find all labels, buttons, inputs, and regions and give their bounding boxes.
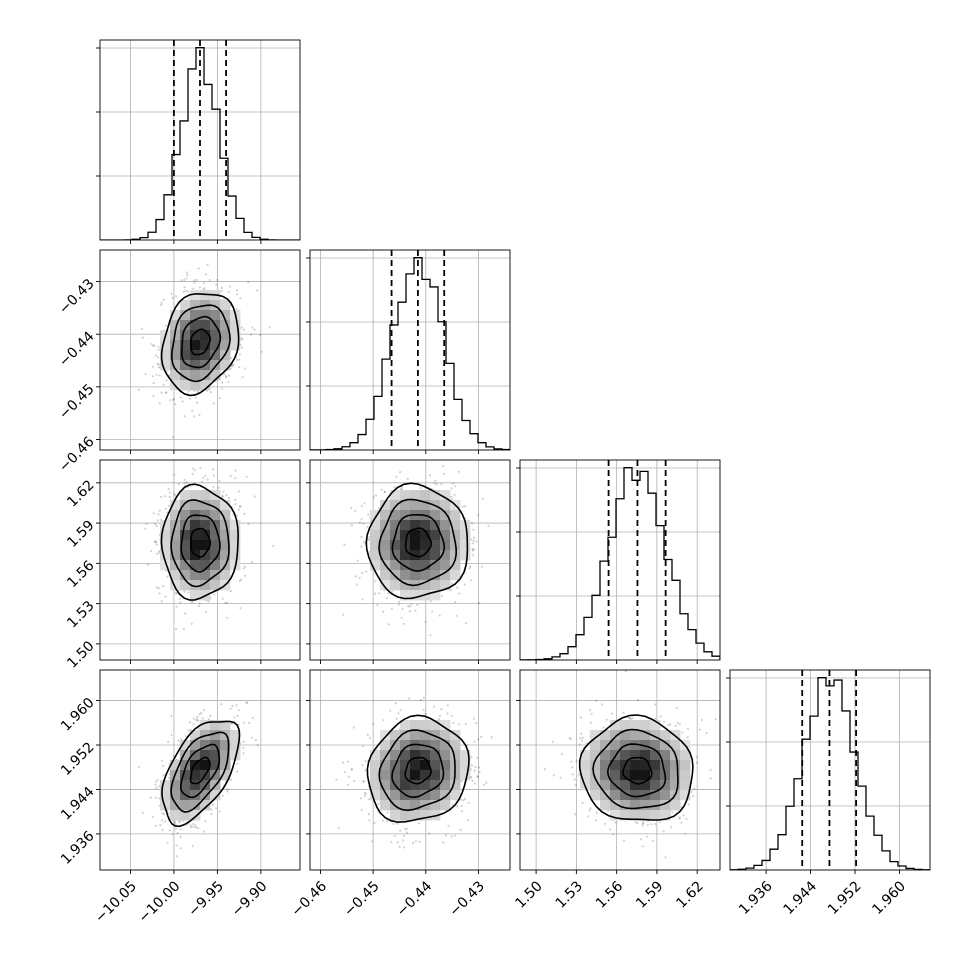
panel-2-1 [306,459,511,664]
x-tick-label-2-3: 1.59 [633,878,666,911]
panel-2-2 [516,459,721,664]
panel-1-0 [96,249,301,454]
panel-2-0 [96,459,301,664]
contour-3-0-3 [161,720,241,828]
panel-frame-1-1 [309,249,511,451]
y-tick-label-2-1: 1.53 [64,598,97,631]
contour-2-0-2 [170,499,230,588]
panel-3-0 [96,669,301,874]
y-tick-label-1-1: −0.45 [56,381,98,423]
contour-2-0-0 [190,527,212,558]
contour-2-0-3 [160,483,239,601]
contour-3-1-3 [366,714,470,823]
contour-2-1-0 [404,527,432,558]
y-tick-label-2-0: 1.50 [64,638,97,671]
panel-3-1 [306,669,511,874]
histogram-2 [520,467,720,660]
contour-2-1-3 [365,482,469,600]
y-tick-label-1-2: −0.44 [56,328,98,370]
contour-1-0-3 [160,293,240,397]
x-tick-label-3-2: 1.952 [825,878,865,918]
panel-frame-2-2 [519,459,721,661]
contour-3-2-0 [622,756,653,785]
y-tick-label-2-3: 1.59 [64,517,97,550]
x-tick-label-2-1: 1.53 [553,878,586,911]
y-tick-label-3-2: 1.952 [58,739,98,779]
x-tick-label-1-2: −0.44 [394,878,436,920]
contour-3-1-1 [391,743,445,799]
panel-frame-2-1 [309,459,511,661]
contour-1-0-2 [170,304,231,383]
x-tick-label-0-0: −10.05 [92,878,140,926]
x-tick-label-0-1: −10.00 [136,878,184,926]
x-tick-label-0-3: −9.90 [229,878,271,920]
contour-1-0-1 [180,315,222,369]
y-tick-label-2-4: 1.62 [64,477,97,510]
panel-frame-2-0 [99,459,301,661]
x-tick-label-3-1: 1.944 [781,878,821,918]
density-3-1 [370,720,471,821]
contour-3-1-0 [404,756,432,785]
x-tick-label-2-0: 1.50 [512,878,545,911]
panel-0-0 [96,39,301,244]
panel-frame-3-3 [729,669,931,871]
y-tick-label-1-0: −0.46 [56,434,98,476]
x-tick-label-1-1: −0.45 [341,878,383,920]
panel-frame-3-1 [309,669,511,871]
y-tick-label-3-3: 1.960 [58,695,98,735]
x-tick-label-3-0: 1.936 [736,878,776,918]
contour-3-0-2 [170,731,230,813]
contour-3-2-1 [606,743,667,798]
contour-2-0-1 [180,514,221,573]
contour-3-0-1 [179,743,221,799]
x-tick-label-1-0: −0.46 [288,878,330,920]
panel-3-3 [726,669,931,874]
contour-2-1-2 [378,498,458,587]
panel-frame-3-2 [519,669,721,871]
panel-frame-1-0 [99,249,301,451]
contour-3-2-2 [592,728,679,810]
contour-3-1-2 [378,729,456,812]
contour-3-0-0 [189,756,211,785]
x-tick-label-0-2: −9.95 [185,878,227,920]
panel-3-2 [516,669,721,874]
contour-3-2-3 [578,714,694,821]
contour-1-0-0 [189,328,212,356]
y-tick-label-1-3: −0.43 [56,276,98,318]
x-tick-label-2-2: 1.56 [593,878,626,911]
x-tick-label-1-3: −0.43 [446,878,488,920]
panel-1-1 [306,249,511,454]
x-tick-label-2-4: 1.62 [673,878,706,911]
y-tick-label-3-1: 1.944 [58,784,98,824]
panel-frame-0-0 [99,39,301,241]
y-tick-label-3-0: 1.936 [58,828,98,868]
x-tick-label-3-3: 1.960 [869,878,909,918]
histogram-1 [310,257,510,450]
panel-frame-3-0 [99,669,301,871]
contour-2-1-1 [391,514,446,572]
y-tick-label-2-2: 1.56 [64,558,97,591]
